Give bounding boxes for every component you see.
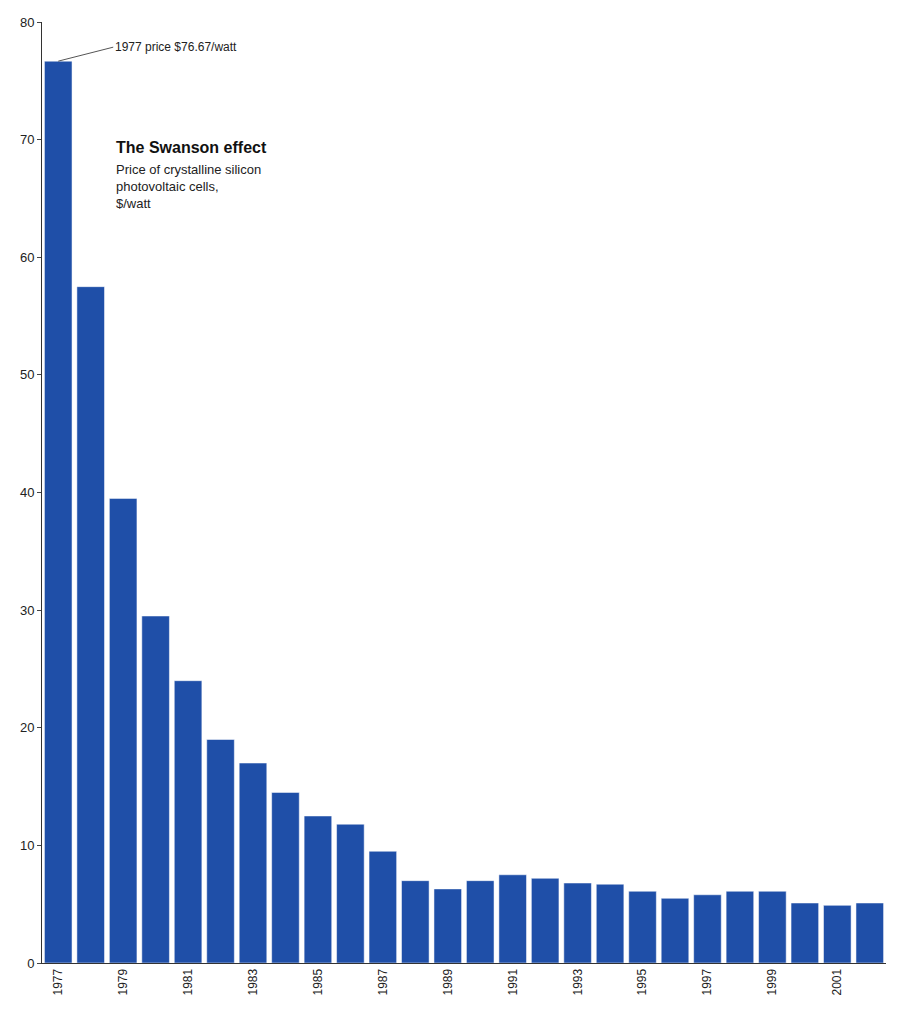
svg-text:60: 60 <box>20 250 34 265</box>
svg-text:1987: 1987 <box>376 968 390 995</box>
svg-text:1979: 1979 <box>116 968 130 995</box>
svg-text:1981: 1981 <box>181 968 195 995</box>
svg-text:20: 20 <box>20 720 34 735</box>
svg-text:1989: 1989 <box>441 968 455 995</box>
svg-text:1977: 1977 <box>51 968 65 995</box>
svg-text:1993: 1993 <box>571 968 585 995</box>
svg-text:The Swanson effect: The Swanson effect <box>116 139 267 156</box>
svg-text:Price of crystalline siliconph: Price of crystalline siliconphotovoltaic… <box>116 162 261 211</box>
svg-text:1995: 1995 <box>635 968 649 995</box>
svg-text:10: 10 <box>20 838 34 853</box>
svg-text:1983: 1983 <box>246 968 260 995</box>
svg-text:1977 price $76.67/watt: 1977 price $76.67/watt <box>115 40 237 54</box>
svg-text:50: 50 <box>20 367 34 382</box>
svg-text:0: 0 <box>27 956 34 971</box>
svg-text:2001: 2001 <box>830 968 844 995</box>
svg-text:1991: 1991 <box>506 968 520 995</box>
svg-text:1985: 1985 <box>311 968 325 995</box>
svg-text:40: 40 <box>20 485 34 500</box>
svg-text:70: 70 <box>20 132 34 147</box>
svg-text:80: 80 <box>20 15 34 30</box>
svg-text:1999: 1999 <box>765 968 779 995</box>
svg-text:1997: 1997 <box>700 968 714 995</box>
svg-text:30: 30 <box>20 603 34 618</box>
